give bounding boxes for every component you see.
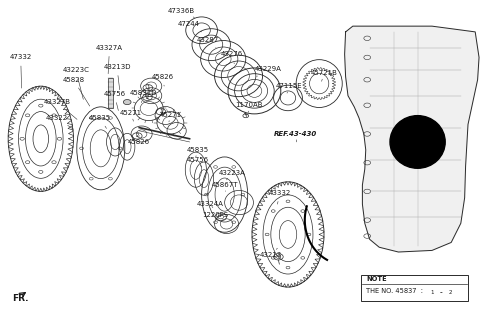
Circle shape [123, 100, 131, 105]
Text: 43223A: 43223A [218, 170, 245, 180]
Bar [108, 78, 113, 108]
Text: 43223C: 43223C [62, 67, 89, 100]
Text: 2: 2 [135, 133, 139, 138]
Text: FR.: FR. [12, 294, 28, 303]
Text: 47244: 47244 [178, 21, 202, 32]
Text: 1170AB: 1170AB [235, 102, 263, 112]
Text: 45721B: 45721B [311, 70, 337, 81]
Text: 45831D: 45831D [130, 90, 157, 103]
Text: 1220FS: 1220FS [203, 212, 228, 218]
Text: 2: 2 [448, 290, 452, 295]
Text: 47332: 47332 [10, 55, 32, 88]
Text: 43213: 43213 [259, 248, 281, 258]
Text: 2: 2 [145, 95, 149, 100]
Text: 47115E: 47115E [276, 83, 302, 93]
Text: 45756: 45756 [103, 91, 125, 111]
Text: 45828: 45828 [62, 77, 90, 106]
Text: 45826: 45826 [151, 74, 173, 86]
FancyBboxPatch shape [361, 275, 468, 301]
Text: 43287: 43287 [197, 37, 219, 48]
Text: 43332: 43332 [269, 190, 291, 204]
Text: 43229A: 43229A [254, 66, 281, 77]
Text: 45271: 45271 [159, 112, 181, 122]
Text: 43327B: 43327B [43, 99, 77, 119]
Text: 1: 1 [146, 85, 150, 90]
Text: -: - [439, 288, 442, 297]
Text: 45826: 45826 [127, 136, 149, 145]
Text: 45756: 45756 [186, 157, 208, 167]
Ellipse shape [390, 116, 445, 168]
Text: THE NO. 45837  :: THE NO. 45837 : [366, 288, 423, 294]
Text: 43324A: 43324A [197, 201, 224, 208]
Text: 43213D: 43213D [103, 64, 131, 90]
Text: 1: 1 [159, 109, 163, 114]
Text: NOTE: NOTE [366, 276, 387, 282]
Text: 45867T: 45867T [211, 182, 238, 191]
Text: 45835: 45835 [186, 147, 208, 157]
Text: 43327A: 43327A [96, 45, 123, 74]
Polygon shape [345, 26, 479, 252]
Text: 45271: 45271 [120, 110, 142, 121]
Text: 43276: 43276 [221, 51, 243, 64]
Text: 43322: 43322 [46, 115, 73, 129]
Text: 1: 1 [430, 290, 434, 295]
Text: 45835: 45835 [89, 115, 111, 129]
Text: REF.43-430: REF.43-430 [274, 131, 317, 142]
Text: 47336B: 47336B [168, 8, 195, 18]
